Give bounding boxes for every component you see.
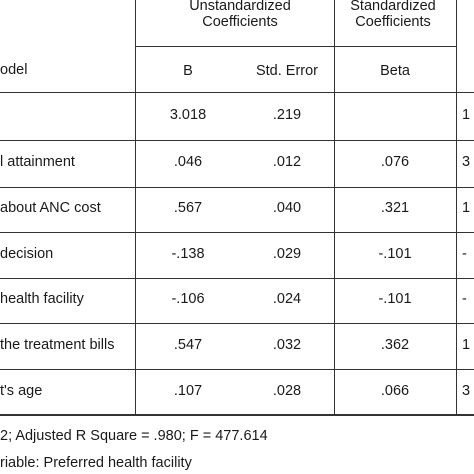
column-divider <box>456 0 457 414</box>
t-value: 3 <box>462 383 471 399</box>
dependent-variable-footnote: riable: Preferred health facility <box>0 455 192 471</box>
b-value: .567 <box>173 200 203 216</box>
t-value: 1 <box>462 200 471 216</box>
b-value: .547 <box>173 337 203 353</box>
beta-value: .066 <box>380 383 410 399</box>
b-value: 3.018 <box>169 107 207 123</box>
t-value: - <box>462 291 467 307</box>
se-value: .012 <box>272 154 302 170</box>
row-divider <box>0 232 474 233</box>
row-label: health facility <box>0 291 84 307</box>
standardized-header: Standardized Coefficients <box>350 0 436 30</box>
t-value: 3 <box>462 154 471 170</box>
beta-header: Beta <box>380 63 410 79</box>
t-value: 1 <box>462 337 471 353</box>
row-label: t's age <box>0 383 43 399</box>
b-value: .046 <box>173 154 203 170</box>
beta-value: .362 <box>380 337 410 353</box>
b-value: .107 <box>173 383 203 399</box>
row-divider <box>0 323 474 324</box>
header-divider <box>136 46 456 47</box>
b-value: -.106 <box>171 291 205 307</box>
row-divider <box>0 278 474 279</box>
b-header: B <box>183 63 193 79</box>
row-divider <box>0 92 474 93</box>
se-value: .040 <box>272 200 302 216</box>
model-header: odel <box>0 62 28 78</box>
beta-value: .076 <box>380 154 410 170</box>
beta-value: .321 <box>380 200 410 216</box>
row-label: decision <box>0 246 54 262</box>
se-value: .028 <box>272 383 302 399</box>
row-divider <box>0 140 474 141</box>
t-value: 1 <box>462 107 471 123</box>
b-value: -.138 <box>171 246 205 262</box>
se-value: .032 <box>272 337 302 353</box>
se-value: .219 <box>272 107 302 123</box>
std-error-header: Std. Error <box>255 63 319 79</box>
column-divider <box>135 0 136 414</box>
row-divider <box>0 369 474 370</box>
row-label: about ANC cost <box>0 200 101 216</box>
table-bottom-rule <box>0 414 474 416</box>
row-label: the treatment bills <box>0 337 115 353</box>
t-value: - <box>462 246 467 262</box>
beta-value: -.101 <box>378 291 412 307</box>
column-divider <box>334 0 335 414</box>
row-divider <box>0 187 474 188</box>
unstandardized-header: Unstandardized Coefficients <box>189 0 291 30</box>
se-value: .029 <box>272 246 302 262</box>
beta-value: -.101 <box>378 246 412 262</box>
model-stats-footnote: 2; Adjusted R Square = .980; F = 477.614 <box>0 428 268 444</box>
row-label: l attainment <box>0 154 75 170</box>
se-value: .024 <box>272 291 302 307</box>
